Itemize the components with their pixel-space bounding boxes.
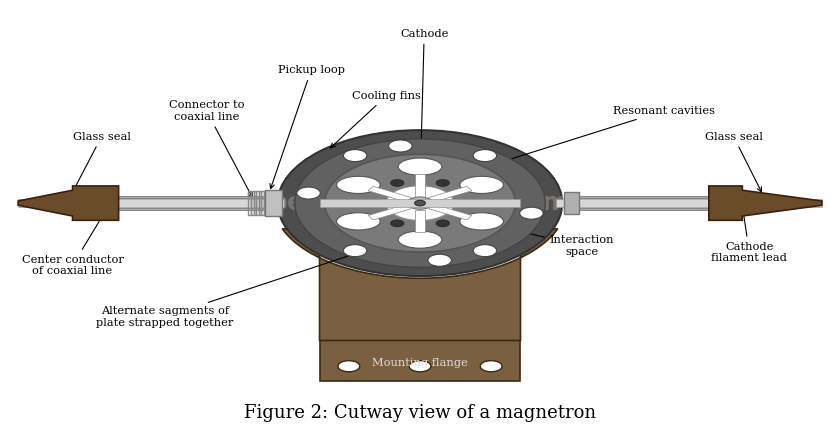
Bar: [564, 192, 579, 214]
Text: Resonant cavities: Resonant cavities: [502, 106, 715, 162]
Circle shape: [297, 187, 320, 199]
Polygon shape: [415, 174, 425, 197]
Text: Cathode: Cathode: [400, 29, 449, 184]
Bar: [249, 191, 251, 215]
Circle shape: [473, 149, 496, 162]
Text: Center conductor
of coaxial line: Center conductor of coaxial line: [22, 206, 123, 276]
Text: bestengineering.com: bestengineering.com: [270, 191, 570, 215]
Circle shape: [389, 140, 412, 152]
Polygon shape: [368, 186, 412, 202]
Circle shape: [391, 220, 404, 227]
Ellipse shape: [459, 213, 503, 230]
Ellipse shape: [398, 158, 442, 175]
Circle shape: [436, 179, 449, 186]
Circle shape: [344, 149, 367, 162]
Circle shape: [338, 361, 360, 372]
Bar: [85, 196, 276, 198]
Polygon shape: [709, 186, 822, 220]
Circle shape: [344, 245, 367, 257]
Bar: [261, 191, 264, 215]
Circle shape: [391, 179, 404, 186]
Circle shape: [436, 220, 449, 227]
Polygon shape: [415, 210, 425, 232]
Bar: [319, 340, 521, 381]
Bar: [555, 199, 822, 207]
Text: Glass seal: Glass seal: [72, 132, 130, 192]
Bar: [251, 191, 254, 215]
Circle shape: [324, 154, 516, 252]
Text: Pickup loop: Pickup loop: [270, 65, 344, 189]
Bar: [18, 199, 285, 207]
Circle shape: [473, 245, 496, 257]
Text: Figure 2: Cutway view of a magnetron: Figure 2: Cutway view of a magnetron: [244, 403, 596, 422]
Circle shape: [409, 361, 431, 372]
Polygon shape: [368, 204, 412, 220]
Circle shape: [386, 186, 454, 221]
Circle shape: [480, 361, 502, 372]
Text: Cooling fins: Cooling fins: [330, 91, 421, 148]
Bar: [265, 190, 282, 216]
Text: Connector to
coaxial line: Connector to coaxial line: [169, 100, 252, 197]
Ellipse shape: [398, 231, 442, 248]
Bar: [254, 191, 256, 215]
Polygon shape: [282, 229, 558, 340]
Polygon shape: [428, 186, 472, 202]
Circle shape: [459, 200, 472, 206]
Circle shape: [415, 200, 425, 206]
Bar: [259, 191, 261, 215]
Text: Interaction
space: Interaction space: [449, 213, 614, 257]
Bar: [266, 191, 270, 215]
Circle shape: [520, 207, 543, 219]
Text: Mounting flange: Mounting flange: [372, 358, 468, 368]
Bar: [256, 191, 259, 215]
Ellipse shape: [459, 176, 503, 194]
Text: Glass seal: Glass seal: [705, 132, 763, 192]
Polygon shape: [18, 186, 118, 220]
Text: Alternate sagments of
plate strapped together: Alternate sagments of plate strapped tog…: [96, 244, 383, 327]
Circle shape: [408, 197, 432, 210]
Ellipse shape: [337, 176, 381, 194]
Circle shape: [295, 139, 545, 267]
Bar: [564, 208, 772, 210]
Ellipse shape: [337, 213, 381, 230]
Bar: [564, 196, 772, 198]
Circle shape: [428, 254, 451, 266]
Polygon shape: [428, 204, 472, 220]
Bar: [320, 199, 520, 207]
Bar: [264, 191, 266, 215]
Bar: [85, 208, 276, 210]
Text: Cathode
filament lead: Cathode filament lead: [711, 209, 787, 263]
Circle shape: [278, 130, 562, 276]
Circle shape: [368, 200, 381, 206]
